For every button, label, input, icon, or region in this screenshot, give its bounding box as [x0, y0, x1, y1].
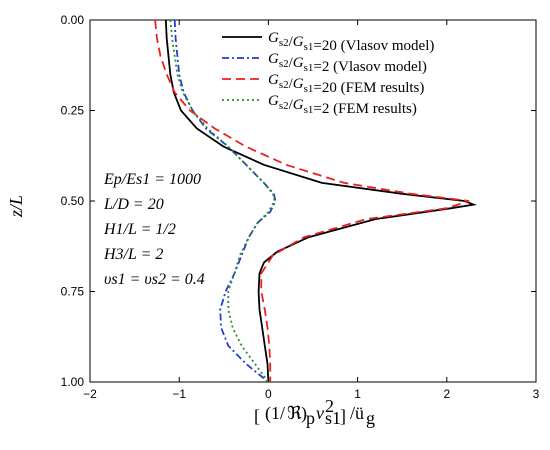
x-tick-label: −2: [83, 387, 97, 401]
svg-text:p: p: [306, 408, 315, 428]
svg-text:[: [: [254, 406, 260, 426]
svg-text:ℜ: ℜ: [287, 403, 302, 423]
parameter-annotation-5: υs1 = υs2 = 0.4: [104, 271, 205, 288]
svg-text:2: 2: [325, 396, 334, 416]
svg-text:g: g: [366, 408, 375, 428]
svg-text:]: ]: [340, 406, 346, 426]
legend-label-4: Gs2/Gs1=2 (FEM results): [268, 93, 417, 117]
svg-text:): ): [301, 403, 307, 424]
legend-label-2: Gs2/Gs1=2 (Vlasov model): [268, 51, 427, 75]
annotations: Ep/Es1 = 1000 L/D = 20 H1/L = 1/2 H3/L = 2 υ…: [103, 171, 205, 288]
y-axis-title: z/L: [6, 195, 26, 218]
svg-text:/ü: /ü: [350, 403, 364, 423]
x-axis-title: [ (1/ ℜ ) p v 2 s1 ] /ü g: [254, 396, 375, 428]
svg-text:v: v: [316, 403, 324, 423]
series-line-2: [173, 19, 277, 383]
x-tick-label: −1: [172, 387, 186, 401]
x-tick-label: 1: [354, 387, 361, 401]
parameter-annotation-4: H3/L = 2: [103, 246, 163, 263]
parameter-annotation-3: H1/L = 1/2: [103, 221, 176, 238]
y-tick-label: 0.75: [61, 285, 85, 299]
series-line-4: [169, 19, 276, 383]
svg-text:s1: s1: [325, 408, 341, 428]
y-tick-label: 0.25: [61, 104, 85, 118]
x-tick-label: 3: [533, 387, 540, 401]
y-tick-label: 1.00: [61, 375, 85, 389]
svg-text:(1/: (1/: [265, 403, 285, 424]
parameter-annotation-1: Ep/Es1 = 1000: [103, 171, 201, 188]
x-tick-label: 2: [443, 387, 450, 401]
y-tick-label: 0.50: [61, 194, 85, 208]
series-line-3: [154, 19, 470, 382]
legend-label-1: Gs2/Gs1=20 (Vlasov model): [268, 30, 434, 54]
x-tick-label: 0: [265, 387, 272, 401]
legend: Gs2/Gs1=20 (Vlasov model)Gs2/Gs1=2 (Vlas…: [222, 30, 434, 117]
series-layer: [154, 19, 477, 383]
legend-label-3: Gs2/Gs1=20 (FEM results): [268, 72, 424, 96]
parameter-annotation-2: L/D = 20: [103, 196, 164, 213]
y-tick-label: 0.00: [61, 13, 85, 27]
ticks: −2 −1 0 1 2 3 0.00 0.25 0.50 0.75 1.00: [61, 13, 540, 401]
